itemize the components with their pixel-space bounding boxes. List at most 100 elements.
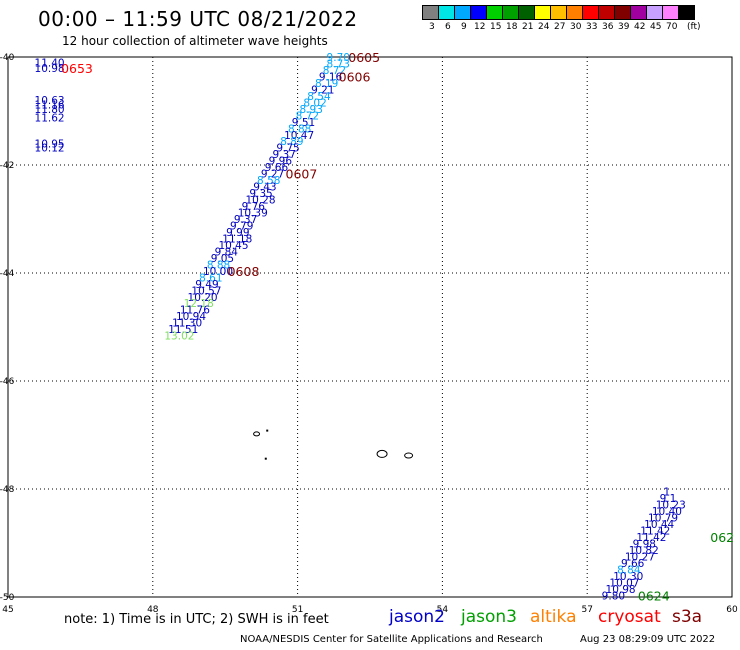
swh-value-jason3: 8.19: [315, 78, 338, 90]
map-frame: [7, 56, 733, 598]
swh-value-jason3: 9.96: [269, 156, 293, 168]
island-dot: [266, 429, 269, 432]
legend-label: 3: [429, 22, 435, 32]
legend-label: 27: [554, 22, 566, 32]
swh-value-jason3: 8.02: [303, 97, 326, 109]
legend-label: 45: [650, 22, 662, 32]
swh-value-cryosat: 9.66: [621, 558, 645, 570]
island-outline: [404, 452, 414, 459]
color-legend: [422, 5, 695, 20]
swh-value-cryosat: 10.30: [613, 571, 643, 583]
legend-label: 39: [618, 22, 630, 32]
swh-value-jason3: 12.18: [184, 298, 214, 310]
legend-label: 15: [490, 22, 502, 32]
legend-label: 70: [666, 22, 678, 32]
swh-value-jason3: 9.35: [249, 188, 272, 200]
satellite-label-jason2: jason2: [389, 607, 445, 627]
pass-time-label: 0653: [61, 61, 93, 76]
swh-value-jason3: 9.05: [211, 253, 234, 265]
lat-tick-label: -44: [0, 269, 15, 279]
swh-value-jason3: 10.20: [188, 292, 218, 304]
swh-value-jason3: 9.37: [234, 214, 257, 226]
swh-value-jason3: 9.21: [311, 84, 334, 96]
swh-value-jason3: 8.93: [300, 104, 323, 116]
swh-value-cryosat: 1: [663, 487, 670, 499]
footnote: note: 1) Time is in UTC; 2) SWH is in fe…: [64, 612, 329, 627]
satellite-label-s3a: s3a: [672, 607, 703, 627]
lon-tick-label: 45: [2, 605, 13, 615]
swh-value-jason3: 8.61: [199, 272, 222, 284]
legend-label: 42: [634, 22, 646, 32]
swh-value-jason3: 10.28: [245, 195, 275, 207]
satellite-label-cryosat: cryosat: [598, 607, 661, 627]
swh-value-jason3: 10.45: [218, 240, 248, 252]
satellite-label-altika: altika: [530, 607, 577, 627]
swh-value-jason3: 9.51: [292, 117, 315, 129]
swh-value-cryosat: 10.07: [609, 577, 639, 589]
swh-value-cryosat: 10.40: [652, 506, 682, 518]
swh-value-jason3: 10.00: [203, 266, 233, 278]
page-subtitle: 12 hour collection of altimeter wave hei…: [62, 34, 328, 48]
swh-value-cryosat: 9.98: [633, 539, 656, 551]
swh-value-jason3: 9.66: [265, 162, 289, 174]
page-title: 00:00 – 11:59 UTC 08/21/2022: [38, 7, 358, 31]
footer-source: NOAA/NESDIS Center for Satellite Applica…: [240, 634, 543, 645]
swh-value-jason3: 10.47: [284, 130, 314, 142]
swh-value-cryosat: 8.84: [617, 564, 641, 576]
swh-value-jason3: 8.88: [207, 259, 230, 271]
swh-value-jason3: 13.02: [164, 331, 194, 343]
lat-tick-label: -40: [0, 53, 15, 63]
lon-tick-label: 51: [292, 605, 303, 615]
swh-value-jason3: 9.70: [327, 52, 350, 64]
swh-value-jason3: 9.99: [226, 227, 249, 239]
pass-time-label: 0605: [348, 50, 380, 65]
legend-label: 30: [570, 22, 582, 32]
swh-value-jason3: 8.73: [327, 58, 350, 70]
pass-time-label: 0608: [228, 264, 260, 279]
legend-label: 33: [586, 22, 598, 32]
legend-label: 21: [522, 22, 534, 32]
lon-tick-label: 57: [581, 605, 592, 615]
swh-value-jason2: 10.95: [35, 138, 65, 150]
island-outline: [253, 431, 261, 437]
swh-value-jason3: 9.84: [215, 246, 239, 258]
swh-value-cryosat: 11.42: [636, 532, 666, 544]
swh-value-jason3: 9.16: [319, 71, 343, 83]
pass-time-label: 062: [710, 530, 734, 545]
swh-value-jason2: 11.16: [35, 100, 65, 112]
swh-value-jason2: 11.62: [35, 112, 65, 124]
swh-value-cryosat: 10.79: [648, 513, 678, 525]
swh-value-jason3: 8.89: [280, 136, 303, 148]
swh-value-jason3: 8.58: [257, 175, 280, 187]
satellite-label-jason3: jason3: [461, 607, 517, 627]
legend-label: 9: [461, 22, 467, 32]
legend-label: 24: [538, 22, 550, 32]
lon-tick-label: 60: [726, 605, 738, 615]
swh-value-jason2: 11.40: [35, 57, 65, 69]
lat-tick-label: -48: [0, 485, 15, 495]
legend-unit: (ft): [687, 22, 701, 32]
swh-value-cryosat: 9.80: [602, 590, 625, 602]
legend-swatch: [678, 5, 695, 20]
pass-time-label: 0606: [339, 69, 371, 84]
swh-value-jason2: 10.98: [35, 63, 65, 75]
swh-value-jason3: 9.76: [242, 201, 266, 213]
legend-label: 12: [474, 22, 486, 32]
swh-value-jason2: 11.80: [35, 104, 65, 116]
lat-tick-label: -46: [0, 377, 15, 387]
swh-value-jason3: 9.75: [276, 143, 299, 155]
swh-value-jason3: 9.49: [195, 279, 218, 291]
swh-value-jason3: 9.37: [273, 149, 296, 161]
swh-value-cryosat: 10.44: [644, 519, 674, 531]
legend-label: 18: [506, 22, 518, 32]
lat-tick-label: -50: [0, 593, 15, 603]
footer-timestamp: Aug 23 08:29:09 UTC 2022: [580, 634, 716, 645]
swh-value-jason3: 8.72: [296, 110, 319, 122]
swh-value-jason3: 11.51: [168, 324, 198, 336]
swh-value-jason3: 11.76: [180, 305, 210, 317]
lon-tick-label: 48: [147, 605, 159, 615]
swh-value-jason3: 8.88: [288, 123, 311, 135]
swh-value-cryosat: 10.27: [625, 552, 655, 564]
pass-time-label: 0607: [286, 167, 318, 182]
